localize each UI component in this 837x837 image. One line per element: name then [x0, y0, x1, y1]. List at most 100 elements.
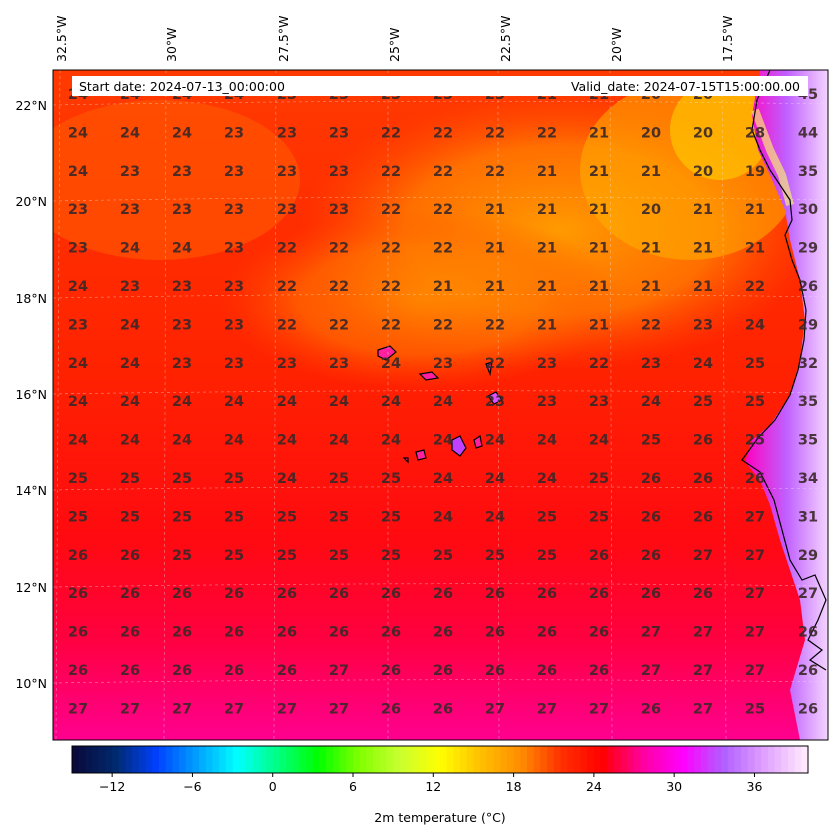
grid-value: 26: [433, 625, 453, 641]
colorbar-swatch: [366, 746, 374, 773]
grid-value: 21: [537, 279, 557, 295]
colorbar-swatch: [353, 746, 361, 773]
colorbar-swatch: [506, 746, 515, 773]
grid-value: 25: [381, 509, 401, 525]
grid-value: 23: [68, 317, 88, 333]
grid-value: 27: [537, 701, 557, 717]
colorbar-swatch: [513, 746, 521, 773]
grid-value: 27: [798, 586, 818, 602]
grid-value: 21: [693, 241, 713, 257]
grid-value: 23: [277, 164, 297, 180]
grid-value: 23: [277, 202, 297, 218]
grid-value: 24: [537, 471, 557, 487]
grid-value: 25: [641, 433, 661, 449]
colorbar-swatch: [647, 746, 655, 773]
lat-label: 18°N: [15, 291, 47, 306]
grid-value: 26: [537, 663, 557, 679]
grid-value: 24: [381, 356, 401, 372]
colorbar-swatch: [312, 746, 321, 773]
graticule: [53, 70, 828, 740]
grid-value: 32: [798, 356, 818, 372]
grid-value: 21: [745, 241, 765, 257]
colorbar-swatch: [446, 746, 454, 773]
colorbar-swatch: [767, 746, 776, 773]
colorbar-swatch: [593, 746, 602, 773]
colorbar-swatch: [319, 746, 327, 773]
grid-value: 25: [329, 509, 349, 525]
colorbar-swatch: [138, 746, 147, 773]
grid-value: 26: [433, 586, 453, 602]
longitude-labels: 32.5°W 30°W 27.5°W 25°W 22.5°W 20°W 17.5…: [54, 16, 735, 62]
colorbar-swatch: [332, 746, 341, 773]
colorbar-swatch: [500, 746, 508, 773]
grid-value: 24: [68, 164, 88, 180]
colorbar-swatch: [326, 746, 334, 773]
grid-value: 25: [172, 471, 192, 487]
grid-value: 27: [693, 548, 713, 564]
grid-value: 35: [798, 394, 818, 410]
grid-value: 24: [433, 471, 453, 487]
grid-value: 24: [745, 317, 765, 333]
colorbar-swatch: [473, 746, 481, 773]
colorbar-label: 2m temperature (°C): [374, 810, 505, 825]
grid-value: 24: [172, 394, 192, 410]
grid-value: 23: [224, 202, 244, 218]
colorbar-swatch: [399, 746, 408, 773]
grid-value: 25: [68, 471, 88, 487]
grid-value: 26: [68, 663, 88, 679]
grid-value: 22: [641, 317, 661, 333]
grid-value: 26: [433, 663, 453, 679]
colorbar-swatch: [540, 746, 548, 773]
colorbar-swatch: [761, 746, 769, 773]
colorbar-swatch: [674, 746, 682, 773]
grid-value: 21: [589, 164, 609, 180]
grid-value: 26: [381, 663, 401, 679]
grid-value: 31: [798, 509, 818, 525]
grid-value: 26: [798, 663, 818, 679]
grid-value: 25: [172, 509, 192, 525]
grid-value: 23: [224, 164, 244, 180]
grid-value: 27: [745, 663, 765, 679]
colorbar-swatch: [433, 746, 441, 773]
grid-value: 23: [224, 241, 244, 257]
colorbar-swatch: [386, 746, 394, 773]
grid-value: 30: [798, 202, 818, 218]
grid-value: 25: [537, 548, 557, 564]
start-date-label: Start date: 2024-07-13_00:00:00: [79, 79, 285, 94]
grid-value: 26: [798, 701, 818, 717]
colorbar-tick-label: −6: [183, 779, 201, 794]
colorbar-swatch: [654, 746, 662, 773]
colorbar-swatch: [72, 746, 80, 773]
grid-value: 25: [172, 548, 192, 564]
grid-value: 23: [68, 241, 88, 257]
colorbar-swatch: [747, 746, 756, 773]
colorbar-swatch: [205, 746, 214, 773]
grid-value: 25: [745, 701, 765, 717]
colorbar-swatch: [787, 746, 796, 773]
grid-value: 22: [745, 279, 765, 295]
grid-value: 24: [224, 394, 244, 410]
grid-value: 24: [120, 394, 140, 410]
grid-value: 25: [537, 509, 557, 525]
grid-value: 24: [120, 433, 140, 449]
grid-value: 26: [589, 625, 609, 641]
colorbar: −12 −6 0 6 12 18 24 30 36 2m temperature (°C): [71, 745, 809, 825]
grid-value: 24: [120, 241, 140, 257]
grid-value: 22: [277, 241, 297, 257]
lat-label: 14°N: [15, 483, 47, 498]
grid-value: 26: [641, 548, 661, 564]
colorbar-swatch: [98, 746, 107, 773]
grid-value: 22: [433, 241, 453, 257]
colorbar-swatch: [781, 746, 789, 773]
grid-value: 26: [589, 586, 609, 602]
grid-value: 22: [485, 164, 505, 180]
colorbar-tick-label: 30: [666, 779, 682, 794]
grid-value: 23: [329, 125, 349, 141]
coastal-land: [745, 70, 828, 740]
grid-value: 21: [693, 279, 713, 295]
grid-value: 21: [589, 317, 609, 333]
grid-value: 24: [68, 356, 88, 372]
grid-value: 25: [120, 509, 140, 525]
grid-value: 24: [329, 433, 349, 449]
grid-value: 25: [120, 471, 140, 487]
